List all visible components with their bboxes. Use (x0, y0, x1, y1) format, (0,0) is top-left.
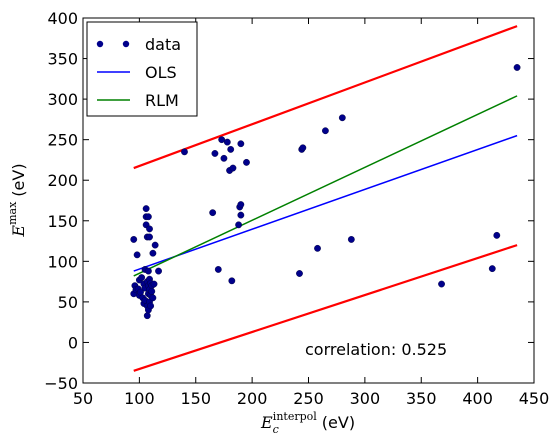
data-point (237, 140, 245, 148)
x-tick-label: 250 (293, 389, 324, 408)
data-point (138, 274, 146, 281)
data-point (235, 221, 242, 229)
x-axis-subscript: c (273, 423, 279, 435)
data-point (493, 231, 501, 239)
x-tick-label: 50 (73, 389, 93, 408)
x-tick-label: 400 (462, 389, 493, 408)
data-point (143, 312, 151, 320)
y-tick-label: 300 (47, 90, 78, 109)
data-points (130, 64, 521, 320)
y-tick-label: 250 (47, 131, 78, 150)
data-point (513, 64, 521, 71)
legend-label-ols: OLS (145, 63, 177, 82)
data-point (181, 148, 188, 156)
data-point (237, 201, 245, 208)
data-point (147, 302, 155, 310)
plot-content (130, 25, 521, 372)
data-point (144, 213, 152, 221)
legend-marker-dot (96, 40, 104, 48)
legend-marker-dot (122, 40, 130, 48)
y-tick-label: 200 (47, 171, 78, 190)
data-point (322, 127, 329, 135)
data-point (229, 164, 237, 172)
x-tick-label: 300 (350, 389, 381, 408)
data-point (228, 277, 236, 285)
data-point (155, 267, 162, 275)
data-point (314, 244, 321, 252)
lower-bound-line (133, 244, 518, 372)
x-tick-label: 350 (406, 389, 437, 408)
x-tick-label: 100 (124, 389, 155, 408)
data-point (148, 287, 156, 295)
y-tick-label: −50 (44, 374, 78, 393)
y-axis-unit: (eV) (9, 163, 28, 196)
ols-fit-line (133, 134, 518, 272)
correlation-annotation: correlation: 0.525 (305, 340, 447, 359)
data-point (220, 154, 228, 162)
data-point (299, 144, 307, 152)
y-axis-symbol: E (9, 225, 28, 238)
y-tick-label: 350 (47, 50, 78, 69)
data-point (347, 236, 355, 243)
data-point (338, 114, 346, 122)
data-point (149, 249, 157, 257)
fit-lines (133, 95, 518, 277)
data-point (130, 236, 138, 243)
data-point (218, 136, 226, 144)
data-point (214, 266, 222, 273)
x-tick-label: 200 (237, 389, 268, 408)
legend-entry-rlm: RLM (97, 91, 179, 110)
x-tick-label: 150 (180, 389, 211, 408)
y-tick-label: 0 (68, 333, 78, 352)
y-tick-label: 400 (47, 9, 78, 28)
legend-label-data: data (145, 35, 181, 54)
x-tick-labels: 50 100 150 200 250 300 350 400 450 (73, 389, 549, 408)
data-point (146, 225, 153, 233)
x-tick-label: 450 (519, 389, 550, 408)
data-point (151, 241, 159, 249)
data-point (243, 158, 250, 166)
data-point (146, 233, 153, 241)
upper-bound-line (133, 25, 518, 170)
y-axis-label: Emax (eV) (6, 163, 28, 237)
data-point (227, 145, 235, 153)
y-tick-label: 100 (47, 252, 78, 271)
data-point (223, 138, 231, 146)
legend: data OLS RLM (86, 21, 198, 117)
data-point (142, 205, 150, 213)
bound-lines (133, 25, 518, 372)
legend-label-rlm: RLM (145, 91, 179, 110)
x-axis-label: Ecinterpol (eV) (260, 410, 355, 435)
data-point (296, 270, 303, 277)
legend-entry-ols: OLS (97, 63, 177, 82)
data-point (133, 251, 141, 259)
data-point (144, 267, 152, 275)
y-tick-labels: −50 0 50 100 150 200 250 300 350 400 (44, 9, 78, 393)
y-tick-label: 50 (58, 293, 78, 312)
x-axis-superscript: interpol (273, 410, 317, 423)
rlm-fit-line (133, 95, 518, 277)
y-tick-label: 150 (47, 212, 78, 231)
legend-entry-data: data (96, 35, 181, 54)
x-axis-unit: (eV) (322, 413, 355, 432)
data-point (209, 209, 217, 217)
data-point (237, 211, 245, 219)
data-point (150, 280, 158, 288)
x-axis-symbol: E (260, 413, 273, 432)
data-point (149, 294, 157, 302)
data-point (438, 280, 445, 288)
y-axis-superscript: max (6, 201, 19, 225)
data-point (211, 150, 219, 157)
data-point (488, 265, 496, 273)
